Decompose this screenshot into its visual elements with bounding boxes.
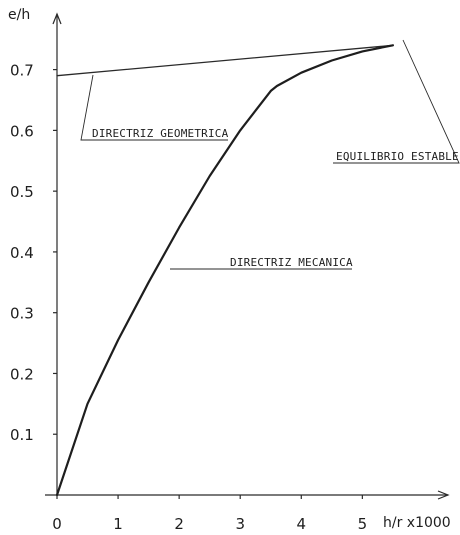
- x-axis-arrow: [437, 490, 450, 500]
- y-tick-label: 0.2: [10, 365, 34, 383]
- annotation-estable: EQUILIBRIO ESTABLE: [336, 150, 459, 163]
- series-line-mecanica: [55, 44, 394, 497]
- y-tick-label: 0.1: [10, 426, 34, 444]
- y-ticks: 0.1 0.2 0.3 0.4 0.5 0.6 0.7: [10, 62, 57, 444]
- series-line-geometrica: [56, 44, 394, 77]
- annotation-geometrica: DIRECTRIZ GEOMETRICA: [92, 127, 229, 140]
- y-tick-label: 0.3: [10, 305, 34, 323]
- leader-geometrica: [80, 74, 228, 141]
- y-tick-label: 0.5: [10, 183, 34, 201]
- series-group: [55, 44, 394, 497]
- y-tick-label: 0.4: [10, 244, 34, 262]
- y-tick-label: 0.6: [10, 122, 34, 140]
- x-tick-label: 5: [358, 515, 368, 533]
- x-axis-title: h/r x1000: [383, 515, 451, 531]
- x-tick-label: 2: [174, 515, 184, 533]
- x-tick-label: 0: [52, 515, 62, 533]
- y-axis-title: e/h: [8, 7, 30, 23]
- leader-estable: [333, 39, 460, 164]
- x-tick-label: 4: [297, 515, 307, 533]
- annotation-mecanica: DIRECTRIZ MECANICA: [230, 256, 353, 269]
- x-ticks: 0 1 2 3 4 5: [52, 495, 367, 533]
- y-axis-arrow: [52, 12, 62, 25]
- x-tick-label: 1: [113, 515, 123, 533]
- annotations: DIRECTRIZ GEOMETRICA EQUILIBRIO ESTABLE …: [80, 39, 460, 270]
- y-tick-label: 0.7: [10, 62, 34, 80]
- axes: [45, 12, 450, 500]
- x-tick-label: 3: [235, 515, 245, 533]
